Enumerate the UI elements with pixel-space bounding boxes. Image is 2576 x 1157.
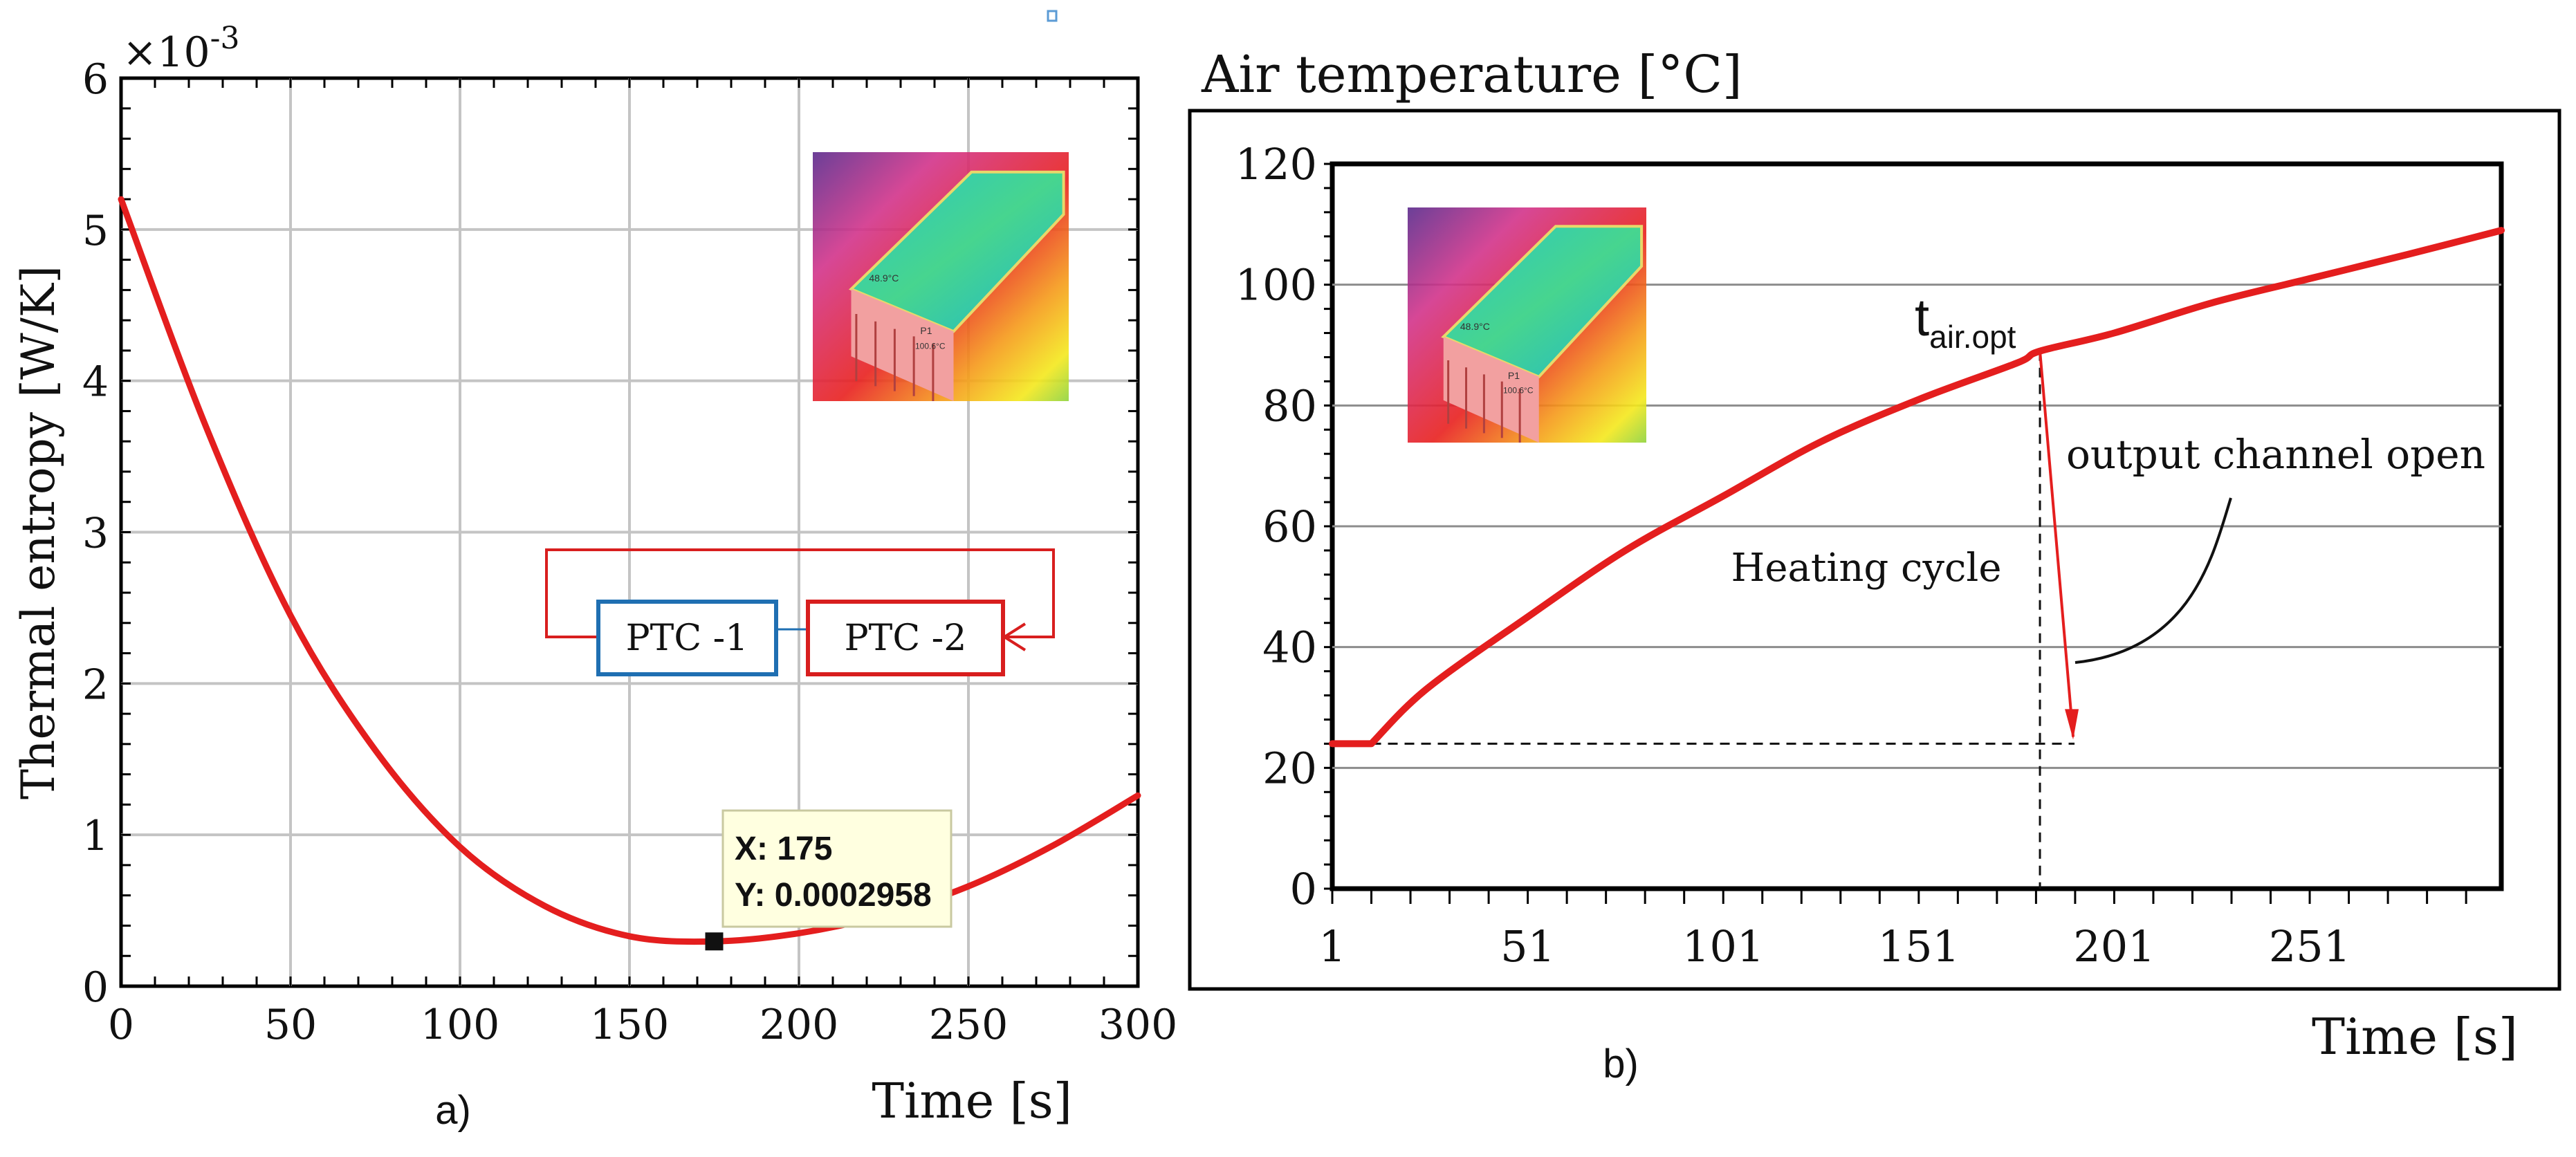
chart-b-title: Air temperature [°C] xyxy=(1201,45,1742,104)
chart-b-y-tick-label: 0 xyxy=(1290,864,1317,914)
chart-a-ticks: 0 50 100 150 200 250 300 0 1 2 3 4 5 6 xyxy=(82,55,1177,1049)
heating-cycle-label: Heating cycle xyxy=(1731,546,2002,591)
chart-a-x-tick-label: 250 xyxy=(929,1001,1009,1049)
chart-b-y-tick-label: 80 xyxy=(1262,380,1317,431)
datatip-y-text: Y: 0.0002958 xyxy=(735,877,932,914)
cooldown-arrow xyxy=(2039,351,2075,737)
output-channel-label: output channel open xyxy=(2066,431,2485,478)
chart-a-y-tick-label: 3 xyxy=(82,510,109,558)
ptc-1-label: PTC -1 xyxy=(626,618,748,659)
chart-a-x-tick-label: 50 xyxy=(264,1001,317,1049)
datatip-box xyxy=(721,809,953,928)
chart-a-x-axis-title: Time [s] xyxy=(872,1073,1072,1129)
inset-a-temp-label-1: 48.9°C xyxy=(869,272,899,284)
chart-b-x-tick-label: 201 xyxy=(2073,921,2155,972)
feedback-loop-line xyxy=(545,548,1055,638)
chart-b-annotations xyxy=(1371,351,2079,889)
inset-a-temp-label-2: 100.6°C xyxy=(915,341,946,351)
air-temperature-curve xyxy=(1329,227,2505,748)
chart-a-x-tick-label: 150 xyxy=(590,1001,670,1049)
chart-a-y-tick-label: 1 xyxy=(82,812,109,860)
inset-a-point-label: P1 xyxy=(920,325,932,336)
ptc-1-box xyxy=(596,600,778,676)
chart-a-y-tick-label: 4 xyxy=(82,358,109,407)
chart-b-x-tick-label: 51 xyxy=(1500,921,1555,972)
chart-b-y-tick-label: 20 xyxy=(1262,743,1317,793)
ptc-2-label: PTC -2 xyxy=(845,618,967,659)
chart-a-x-tick-label: 0 xyxy=(108,1001,134,1049)
chart-b-series xyxy=(1329,227,2505,748)
stray-mark xyxy=(1047,10,1058,22)
inset-b-temp-label-1: 48.9°C xyxy=(1460,321,1490,332)
datatip-x-text: X: 175 xyxy=(735,831,832,867)
t-air-opt-label: tair.opt xyxy=(1915,288,2016,355)
inset-b-point-label: P1 xyxy=(1508,370,1520,381)
datatip-marker[interactable] xyxy=(705,932,724,951)
chart-a: 0 50 100 150 200 250 300 0 1 2 3 4 5 6 48.9°C P1 100.6°… xyxy=(12,21,1177,1133)
chart-a-y-exponent: ×10-3 xyxy=(122,21,240,77)
chart-a-y-axis-title: Thermal entropy [W/K] xyxy=(12,266,65,799)
chart-a-y-tick-label: 6 xyxy=(82,55,109,104)
chart-a-y-tick-label: 5 xyxy=(82,207,109,255)
panel-a-label: a) xyxy=(435,1088,471,1133)
inset-a-heatsink-front xyxy=(851,289,954,401)
thermal-image-inset-a: 48.9°C P1 100.6°C xyxy=(813,152,1069,401)
inset-b-temp-label-2: 100.6°C xyxy=(1503,386,1534,396)
chart-a-x-tick-label: 100 xyxy=(421,1001,500,1049)
inset-a-board xyxy=(848,170,1065,333)
output-channel-leader xyxy=(2074,497,2232,664)
chart-b-x-axis-title: Time [s] xyxy=(2312,1008,2518,1066)
thermal-image-inset-b: 48.9°C P1 100.6°C xyxy=(1408,207,1646,443)
chart-b-x-tick-label: 101 xyxy=(1682,921,1764,972)
chart-b-y-tick-label: 120 xyxy=(1235,139,1317,189)
panel-b-label: b) xyxy=(1603,1042,1639,1086)
cooldown-arrowhead xyxy=(2065,709,2079,740)
chart-b-y-tick-label: 60 xyxy=(1262,501,1317,552)
ptc-2-box xyxy=(806,600,1005,676)
chart-a-y-tick-label: 2 xyxy=(82,660,109,709)
ptc-diagram: PTC -1 PTC -2 xyxy=(545,548,1055,676)
chart-b-x-tick-label: 251 xyxy=(2269,921,2350,972)
inset-b-heatsink-front xyxy=(1443,337,1539,443)
chart-b-y-tick-label: 40 xyxy=(1262,622,1317,673)
chart-a-x-tick-label: 200 xyxy=(760,1001,839,1049)
datatip[interactable]: X: 175 Y: 0.0002958 xyxy=(721,809,953,928)
chart-a-y-tick-label: 0 xyxy=(82,963,109,1012)
chart-a-grid xyxy=(121,78,1138,986)
chart-b-x-tick-label: 1 xyxy=(1318,921,1345,972)
chart-a-x-tick-label: 300 xyxy=(1098,1001,1178,1049)
chart-b-y-tick-label: 100 xyxy=(1235,260,1317,311)
chart-b-x-tick-label: 151 xyxy=(1878,921,1960,972)
